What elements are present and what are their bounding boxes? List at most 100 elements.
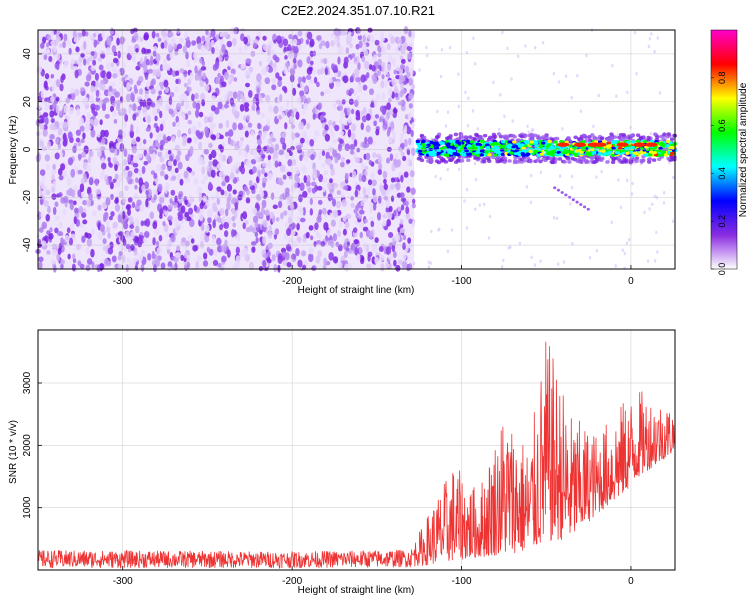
noise-speck xyxy=(152,50,157,57)
noise-speck xyxy=(595,175,598,179)
noise-speck xyxy=(215,190,220,200)
noise-speck xyxy=(145,127,151,132)
noise-speck xyxy=(105,219,110,226)
noise-speck xyxy=(288,238,293,244)
noise-speck xyxy=(658,91,662,95)
spectrogram-y-axis-label: Frequency (Hz) xyxy=(8,116,19,185)
noise-speck xyxy=(282,142,287,151)
noise-speck xyxy=(251,246,256,253)
noise-speck xyxy=(176,150,182,156)
signal-halo xyxy=(516,138,521,142)
noise-speck xyxy=(397,206,401,212)
noise-speck xyxy=(648,36,652,41)
noise-speck xyxy=(107,247,114,255)
noise-speck xyxy=(139,57,144,65)
noise-speck xyxy=(393,159,400,168)
noise-speck xyxy=(323,257,328,266)
signal-point xyxy=(521,153,526,157)
signal-halo xyxy=(458,133,464,138)
noise-speck xyxy=(70,91,76,101)
noise-speck xyxy=(302,190,308,199)
noise-speck xyxy=(97,231,103,241)
noise-speck xyxy=(261,177,268,183)
noise-speck xyxy=(154,177,159,184)
noise-speck xyxy=(506,46,509,51)
noise-speck xyxy=(439,176,442,181)
noise-speck xyxy=(390,177,396,183)
signal-point xyxy=(434,141,439,146)
noise-speck xyxy=(130,49,136,57)
noise-speck xyxy=(262,219,268,228)
noise-speck xyxy=(663,190,666,195)
noise-speck xyxy=(539,170,543,175)
signal-halo xyxy=(581,133,587,138)
noise-speck xyxy=(400,64,406,70)
noise-speck xyxy=(303,102,309,111)
signal-point xyxy=(421,147,426,151)
noise-speck xyxy=(274,228,280,235)
signal-point xyxy=(558,153,564,157)
noise-speck xyxy=(58,192,63,198)
signal-hotspot xyxy=(616,142,629,147)
noise-speck xyxy=(310,154,315,161)
noise-speck xyxy=(216,197,221,205)
noise-speck xyxy=(474,207,477,212)
noise-speck xyxy=(370,34,375,43)
noise-speck xyxy=(219,170,224,177)
noise-speck xyxy=(394,79,400,84)
noise-speck xyxy=(255,97,260,107)
signal-halo xyxy=(512,134,517,139)
noise-speck xyxy=(585,53,588,58)
noise-speck xyxy=(400,197,407,203)
noise-speck xyxy=(381,45,387,54)
noise-speck xyxy=(502,258,505,263)
noise-speck xyxy=(105,226,111,234)
noise-speck xyxy=(231,37,237,47)
noise-speck xyxy=(195,260,200,270)
noise-speck xyxy=(296,215,301,223)
noise-speck xyxy=(208,153,213,161)
noise-speck xyxy=(633,30,637,35)
noise-speck xyxy=(315,230,320,238)
noise-speck xyxy=(223,221,230,230)
noise-speck xyxy=(51,83,56,92)
noise-speck xyxy=(102,202,106,208)
noise-speck xyxy=(159,64,164,72)
noise-speck xyxy=(400,227,406,234)
noise-speck xyxy=(176,43,183,50)
noise-speck xyxy=(235,246,240,255)
noise-speck xyxy=(103,212,109,221)
signal-halo xyxy=(528,137,533,142)
noise-speck xyxy=(399,55,404,61)
noise-speck xyxy=(524,44,527,48)
noise-speck xyxy=(125,165,130,171)
noise-speck xyxy=(189,145,194,155)
noise-speck xyxy=(230,139,234,147)
noise-speck xyxy=(328,195,334,201)
signal-point xyxy=(436,148,441,153)
noise-speck xyxy=(80,87,85,92)
noise-speck xyxy=(163,223,169,233)
noise-speck xyxy=(55,136,59,145)
signal-halo xyxy=(443,160,449,164)
signal-point xyxy=(626,140,631,145)
signal-point xyxy=(658,146,663,151)
noise-speck xyxy=(333,27,340,37)
noise-speck xyxy=(290,230,296,236)
noise-speck xyxy=(79,125,85,132)
noise-speck xyxy=(133,168,139,174)
noise-speck xyxy=(283,87,288,94)
noise-speck xyxy=(349,150,355,155)
noise-speck xyxy=(114,173,119,181)
noise-speck xyxy=(73,184,78,192)
noise-speck xyxy=(72,253,76,260)
noise-speck xyxy=(40,180,45,190)
noise-speck xyxy=(174,222,180,228)
noise-speck xyxy=(156,32,160,38)
noise-speck xyxy=(290,112,295,119)
noise-speck xyxy=(134,236,140,243)
noise-speck xyxy=(283,65,288,75)
noise-speck xyxy=(306,122,311,130)
noise-speck xyxy=(256,87,260,96)
noise-speck xyxy=(268,105,273,113)
